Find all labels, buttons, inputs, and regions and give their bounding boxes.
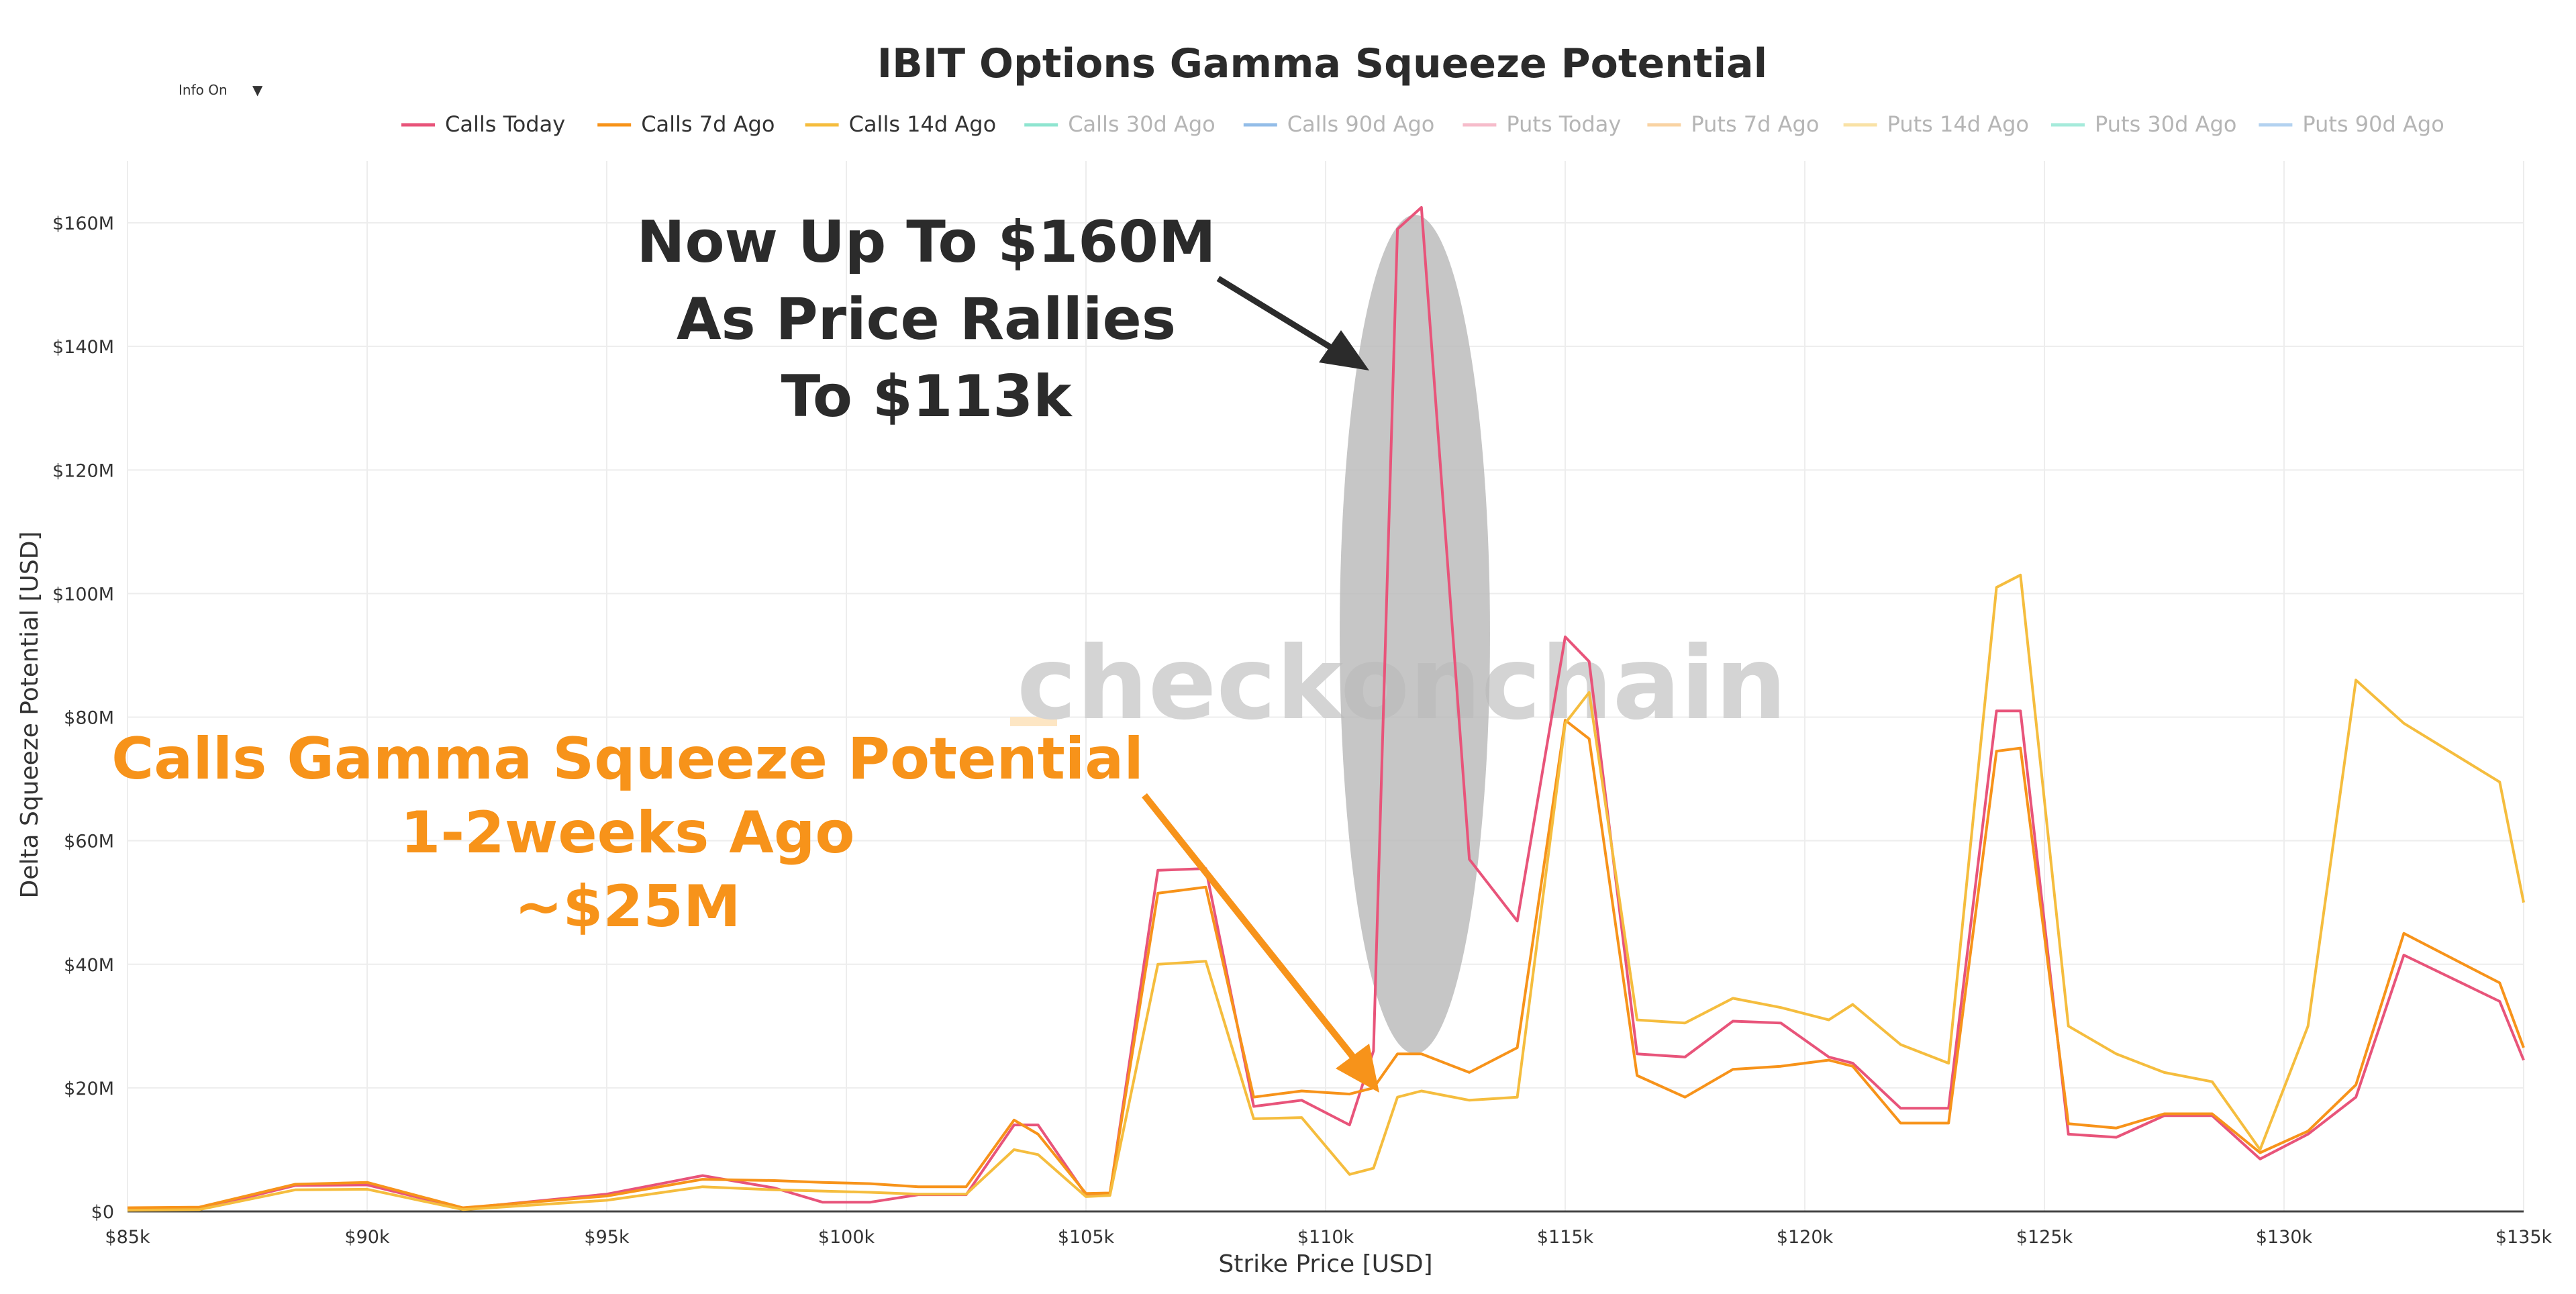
x-tick-label: $110k: [1297, 1227, 1354, 1248]
peak-arrow-shaft: [1216, 276, 1338, 353]
x-tick-label: $105k: [1058, 1227, 1115, 1248]
series-line-1: [127, 719, 2525, 1209]
series-line-0: [127, 206, 2525, 1211]
x-tick-label: $120k: [1777, 1227, 1834, 1248]
past-annotation-line-1: Calls Gamma Squeeze Potential: [111, 726, 1144, 793]
info-toggle-label[interactable]: Info On: [179, 82, 228, 98]
x-tick-label: $100k: [818, 1227, 875, 1248]
legend-item[interactable]: Calls 7d Ago: [597, 111, 775, 137]
legend-label: Puts 7d Ago: [1691, 111, 1819, 137]
legend-label: Calls 30d Ago: [1068, 111, 1216, 137]
legend-item[interactable]: Puts 14d Ago: [1843, 111, 2029, 137]
y-tick-label: $100M: [52, 584, 114, 605]
legend-item[interactable]: Puts Today: [1463, 111, 1621, 137]
chart-title: IBIT Options Gamma Squeeze Potential: [877, 40, 1767, 87]
watermark-accent: [1010, 717, 1057, 726]
chevron-down-icon[interactable]: ▼: [252, 82, 263, 98]
y-axis-title: Delta Squeeze Potential [USD]: [16, 532, 44, 899]
past-annotation-line-2: 1-2weeks Ago: [401, 799, 855, 866]
legend: Calls Today Calls 7d Ago Calls 14d Ago Call…: [401, 111, 2444, 137]
peak-annotation: Now Up To $160M As Price Rallies To $113…: [637, 209, 1369, 430]
y-tick-label: $80M: [64, 708, 114, 729]
x-tick-label: $130k: [2256, 1227, 2313, 1248]
legend-item[interactable]: Calls Today: [401, 111, 565, 137]
legend-item[interactable]: Calls 14d Ago: [805, 111, 997, 137]
legend-label: Puts 14d Ago: [1887, 111, 2029, 137]
y-tick-labels: $0 $20M $40M $60M $80M $100M $120M $140M $160M: [52, 213, 114, 1223]
y-tick-label: $60M: [64, 832, 114, 852]
past-annotation-line-3: ~$25M: [514, 873, 740, 940]
x-axis-title: Strike Price [USD]: [1218, 1250, 1432, 1278]
legend-item[interactable]: Calls 90d Ago: [1243, 111, 1435, 137]
peak-highlight-ellipse: [1340, 215, 1490, 1054]
y-tick-label: $0: [91, 1202, 114, 1223]
y-tick-label: $20M: [64, 1079, 114, 1099]
legend-label: Puts 90d Ago: [2302, 111, 2444, 137]
y-tick-label: $40M: [64, 955, 114, 976]
legend-label: Puts Today: [1506, 111, 1621, 137]
x-tick-labels: $85k $90k $95k $100k $105k $110k $115k $120k $12…: [105, 1227, 2552, 1248]
x-tick-label: $85k: [105, 1227, 150, 1248]
legend-label: Calls 14d Ago: [849, 111, 997, 137]
legend-label: Calls 7d Ago: [641, 111, 775, 137]
info-toggle[interactable]: Info On ▼: [179, 82, 263, 98]
x-tick-label: $90k: [344, 1227, 390, 1248]
gridlines: [127, 161, 2524, 1211]
peak-arrow-head: [1319, 330, 1369, 370]
legend-item[interactable]: Calls 30d Ago: [1024, 111, 1216, 137]
x-tick-label: $95k: [584, 1227, 630, 1248]
y-tick-label: $160M: [52, 213, 114, 234]
y-tick-label: $140M: [52, 337, 114, 358]
series-line-2: [127, 573, 2525, 1212]
legend-label: Puts 30d Ago: [2095, 111, 2236, 137]
y-tick-label: $120M: [52, 460, 114, 481]
peak-annotation-line-2: As Price Rallies: [677, 286, 1176, 353]
legend-item[interactable]: Puts 7d Ago: [1647, 111, 1819, 137]
past-arrow-shaft: [1142, 793, 1358, 1063]
legend-item[interactable]: Puts 30d Ago: [2051, 111, 2236, 137]
x-tick-label: $125k: [2016, 1227, 2073, 1248]
legend-label: Calls Today: [445, 111, 565, 137]
peak-annotation-line-1: Now Up To $160M: [637, 209, 1216, 276]
x-tick-label: $115k: [1537, 1227, 1594, 1248]
past-annotation: Calls Gamma Squeeze Potential 1-2weeks A…: [111, 726, 1379, 1093]
past-arrow-head: [1336, 1044, 1379, 1093]
series-group: [127, 206, 2525, 1212]
legend-label: Calls 90d Ago: [1287, 111, 1435, 137]
peak-annotation-line-3: To $113k: [781, 363, 1073, 430]
x-tick-label: $135k: [2495, 1227, 2553, 1248]
legend-item[interactable]: Puts 90d Ago: [2259, 111, 2444, 137]
